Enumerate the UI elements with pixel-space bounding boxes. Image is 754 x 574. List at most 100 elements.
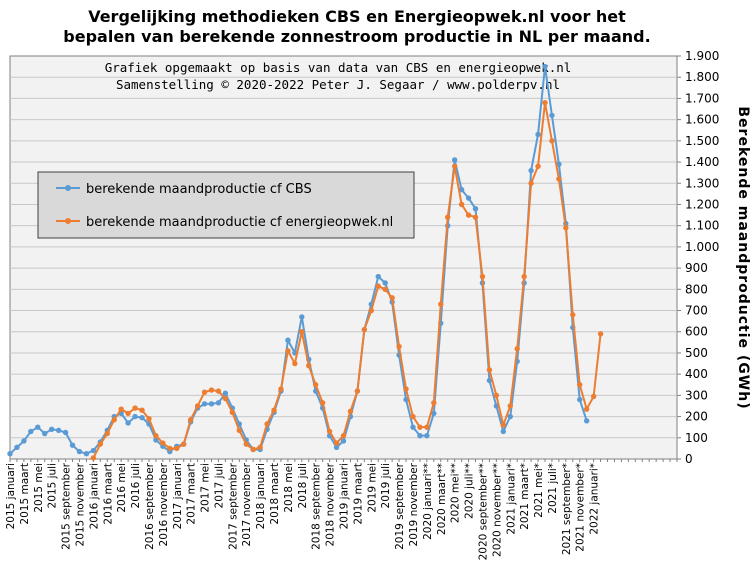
data-point: [160, 440, 166, 446]
data-point: [340, 432, 347, 439]
x-tick-label: 2021 januari*: [505, 463, 517, 535]
data-point: [35, 424, 41, 430]
data-point: [577, 396, 583, 403]
y-tick-label-300: 300: [685, 388, 708, 402]
y-axis-label: Berekende maandproductie (GWh): [735, 106, 751, 409]
x-tick-label: 2015 juli: [47, 463, 59, 508]
data-point: [403, 386, 409, 392]
data-point: [76, 448, 83, 455]
x-tick-label: 2016 mei: [116, 463, 128, 513]
data-point: [285, 337, 291, 343]
y-tick-label-100: 100: [685, 431, 708, 445]
data-point: [104, 430, 110, 437]
x-tick-label: 2020 mei**: [450, 463, 462, 523]
data-point: [208, 401, 215, 407]
data-point: [549, 112, 555, 119]
x-tick-label: 2015 januari: [5, 463, 17, 529]
data-point: [472, 214, 479, 220]
x-tick-label: 2022 januari*: [589, 463, 601, 535]
data-point: [69, 442, 76, 448]
x-tick-label: 2021 november*: [575, 463, 587, 552]
x-tick-label: 2018 september: [311, 462, 323, 550]
data-point: [243, 441, 249, 447]
x-tick-label: 2021 juli*: [547, 463, 559, 514]
x-axis: 2015 januari 2015 maart 2015 mei 2015 juli 2…: [5, 459, 678, 560]
data-point: [556, 161, 562, 167]
x-tick-label: 2019 mei: [366, 463, 378, 513]
data-point: [319, 400, 326, 406]
data-point: [83, 451, 90, 457]
y-tick-label-1300: 1.300: [685, 176, 719, 190]
data-point: [542, 99, 548, 106]
x-tick-label: 2018 november: [325, 462, 337, 546]
data-point: [132, 413, 138, 420]
data-point: [486, 377, 493, 384]
data-point: [424, 432, 430, 439]
x-tick-label: 2020 juli**: [464, 463, 476, 519]
x-tick-label: 2016 januari: [88, 463, 100, 529]
x-tick-label: 2019 september: [394, 462, 406, 550]
chart-title-line2: bepalen van berekende zonnestroom produc…: [63, 27, 650, 46]
data-point: [14, 444, 20, 451]
y-tick-label-0: 0: [685, 452, 693, 466]
data-point: [382, 286, 388, 293]
data-point: [528, 180, 534, 186]
y-tick-label-1700: 1.700: [685, 91, 719, 105]
x-tick-label: 2018 mei: [283, 463, 295, 513]
data-point: [535, 163, 541, 169]
data-point: [118, 406, 124, 412]
legend-label-energieopwek: berekende maandproductie cf energieopwek…: [86, 215, 393, 230]
data-point: [507, 403, 513, 409]
x-tick-label: 2019 november: [408, 462, 420, 546]
data-point: [187, 417, 194, 423]
y-tick-label-1000: 1.000: [685, 240, 719, 254]
data-point: [354, 388, 361, 394]
y-tick-label-700: 700: [685, 304, 708, 318]
x-tick-label: 2019 juli: [380, 463, 392, 508]
data-point: [215, 400, 222, 406]
data-point: [55, 427, 62, 434]
x-tick-label: 2017 mei: [200, 463, 212, 513]
data-point: [410, 413, 416, 420]
data-point: [583, 418, 590, 424]
data-point: [97, 441, 104, 447]
data-point: [222, 390, 229, 396]
data-point: [570, 312, 576, 318]
data-point: [410, 424, 416, 430]
x-tick-label: 2015 november: [74, 462, 86, 546]
data-point: [597, 331, 604, 337]
data-point: [21, 438, 27, 444]
y-tick-label-800: 800: [685, 282, 708, 296]
source-note-line2: Samenstelling © 2020-2022 Peter J. Segaa…: [116, 77, 560, 92]
data-point: [458, 186, 465, 193]
legend-box: [37, 171, 415, 239]
data-point: [264, 421, 270, 427]
data-point: [347, 408, 354, 414]
x-tick-label: 2021 mei*: [533, 463, 545, 518]
data-point: [514, 346, 520, 352]
data-point: [278, 386, 284, 392]
series-1: [90, 99, 604, 461]
y-tick-label-1100: 1.100: [685, 219, 719, 233]
data-point: [222, 395, 229, 402]
data-point: [465, 195, 472, 201]
series-lines: [7, 63, 604, 461]
x-tick-label: 2017 maart: [186, 463, 198, 525]
data-point: [556, 176, 562, 182]
data-point: [500, 422, 506, 428]
data-point: [215, 388, 222, 394]
data-point: [445, 214, 451, 220]
data-point: [333, 444, 340, 451]
data-point: [451, 163, 458, 169]
data-point: [340, 438, 347, 444]
data-point: [535, 131, 541, 138]
data-point: [326, 428, 333, 435]
data-point: [521, 273, 527, 280]
data-point: [201, 401, 208, 407]
data-point: [542, 63, 548, 70]
x-tick-label: 2017 juli: [213, 463, 225, 508]
data-point: [528, 167, 534, 174]
x-tick-label: 2017 september: [227, 462, 239, 550]
data-point: [167, 445, 173, 452]
